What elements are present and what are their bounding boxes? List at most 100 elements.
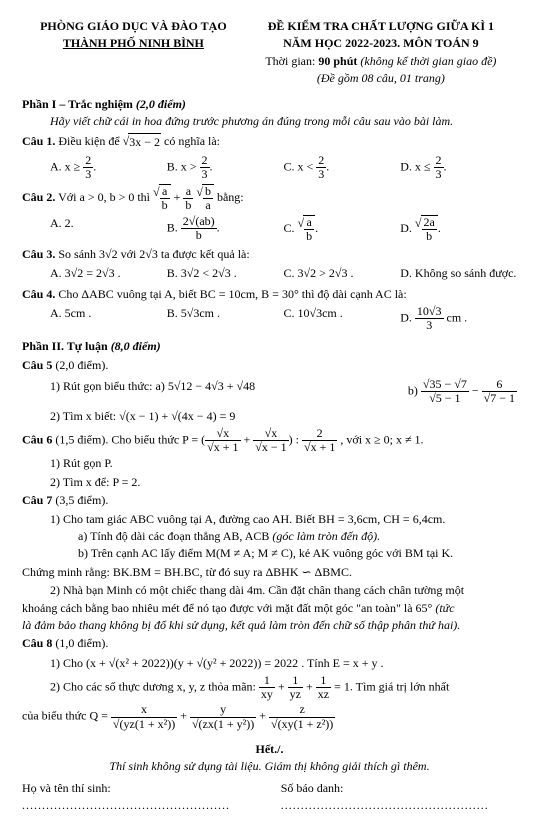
q4d-unit: cm . (447, 311, 468, 325)
id-dots: ........................................… (281, 798, 489, 812)
q1d-dot: . (444, 159, 447, 173)
q6-cond: , với x ≥ 0; x ≠ 1. (340, 432, 423, 446)
name-label: Họ và tên thí sinh: (22, 781, 111, 795)
q2-choice-a: A. 2. (50, 215, 167, 243)
q1d-frac: 23 (434, 154, 444, 181)
q6-f3-num: 2 (302, 427, 337, 441)
q2d-sqrt: 2ab (415, 215, 438, 243)
q8-t3: z√(xy(1 + z²)) (269, 703, 335, 730)
part1-pts: (2,0 điểm) (136, 97, 186, 111)
q6-l1: 1) Rút gọn P. (50, 455, 517, 472)
q1-sqrt: 3x − 2 (123, 133, 161, 151)
q8-l3-p1: + (180, 709, 187, 723)
q2c-label: C. (284, 220, 295, 234)
q2d-label: D. (400, 220, 412, 234)
q5-1b-frac2: 6√7 − 1 (482, 378, 517, 405)
q2-text-a: Với a > 0, b > 0 thì (58, 190, 150, 204)
pages-note: (Đề gồm 08 câu, 01 trang) (245, 70, 517, 87)
q8-l2-p2: + (306, 680, 313, 694)
q1-choices: A. x ≥ 23. B. x > 23. C. x < 23. D. x ≤ … (50, 154, 517, 181)
q2-lhs-b: ab (183, 185, 193, 212)
q2-lhs-num-b1: a (183, 185, 193, 199)
student-id: Số báo danh: ...........................… (281, 780, 517, 815)
q2-lhs-c: ba (196, 184, 214, 212)
q7-la-text: a) Tính độ dài các đoạn thẳng AB, ACB (78, 529, 269, 543)
q2-num: Câu 2. (22, 190, 55, 204)
q2d-num: 2a (422, 216, 437, 230)
q8-l2-p1: + (278, 680, 285, 694)
header: PHÒNG GIÁO DỤC VÀ ĐÀO TẠO THÀNH PHỐ NINH… (22, 18, 517, 88)
q2b-num: 2√(ab) (181, 215, 217, 229)
student-name: Họ và tên thí sinh: ....................… (22, 780, 281, 815)
q5-1b: b) √35 − √7√5 − 1 − 6√7 − 1 (408, 378, 517, 405)
q1-choice-b: B. x > 23. (167, 154, 284, 181)
exam-title: ĐỀ KIỂM TRA CHẤT LƯỢNG GIỮA KÌ 1 (245, 18, 517, 35)
q4-choice-d: D. 10√33 cm . (400, 305, 517, 332)
q7-la-note: (góc làm tròn đến độ). (272, 529, 380, 543)
q7: Câu 7 (3,5 điểm). (22, 492, 517, 509)
q8-l1-a: 1) Cho (50, 656, 83, 670)
q1b-num: 2 (200, 154, 210, 168)
q2-lhs-den-b1: b (183, 199, 193, 212)
q1c-den: 3 (316, 168, 326, 181)
q8-l2-n2: 1 (288, 674, 303, 688)
q6-frac3: 2√x + 1 (302, 427, 337, 454)
q3-num: Câu 3. (22, 247, 55, 261)
part1-title: Phần I – Trắc nghiệm (2,0 điểm) (22, 96, 517, 113)
q2c-num: a (304, 216, 314, 230)
end: Hết./. (22, 741, 517, 758)
q4d-frac: 10√33 (415, 305, 444, 332)
q6-f2-den: √x − 1 (253, 441, 288, 454)
q8-l2-f2: 1yz (288, 674, 303, 701)
q1-text-b: có nghĩa là: (164, 134, 220, 148)
q1b-den: 3 (200, 168, 210, 181)
q8-l1-c: . Tính E = x + y . (301, 656, 383, 670)
q1-choice-c: C. x < 23. (284, 154, 401, 181)
q6-f1-num: √x (205, 427, 240, 441)
q5-1a-expr: 5√12 − 4√3 + √48 (168, 379, 255, 393)
q8-l3: của biểu thức Q = x√(yz(1 + x²)) + y√(zx… (22, 703, 517, 730)
q1a-num: 2 (83, 154, 93, 168)
q7-num: Câu 7 (22, 493, 52, 507)
q1d-label: D. x ≤ (400, 159, 430, 173)
q1a-label: A. x ≥ (50, 159, 80, 173)
q2-text-b: bằng: (217, 190, 244, 204)
q8-t1: x√(yz(1 + x²)) (111, 703, 177, 730)
q1c-num: 2 (316, 154, 326, 168)
q8-t2-n: y (190, 703, 256, 717)
q6-colon: : (296, 432, 299, 446)
q5-2-label: 2) Tìm x biết: (50, 409, 116, 423)
q7-l2b-text: khoảng cách bằng bao nhiêu mét để nó tạo… (22, 601, 432, 615)
time-value: 90 phút (318, 54, 357, 68)
q8-l1-b: (x + √(x² + 2022))(y + √(y² + 2022)) = 2… (86, 656, 298, 670)
q1: Câu 1. Điều kiện để 3x − 2 có nghĩa là: (22, 133, 517, 151)
q7-proof: Chứng minh rằng: BK.BM = BH.BC, từ đó su… (22, 564, 517, 581)
q5-1b-den1: √5 − 1 (421, 392, 469, 405)
q1b-label: B. x > (167, 159, 197, 173)
q8-l3-p2: + (259, 709, 266, 723)
q1b-frac: 23 (200, 154, 210, 181)
q6-l2: 2) Tìm x để: P = 2. (50, 474, 517, 491)
q7-l2a: 2) Nhà bạn Minh có một chiếc thang dài 4… (50, 582, 517, 599)
q3-choices: A. 3√2 = 2√3 . B. 3√2 < 2√3 . C. 3√2 > 2… (50, 265, 517, 282)
q6-frac2: √x√x − 1 (253, 427, 288, 454)
q2-choice-c: C. ab. (284, 215, 401, 243)
q2c-frac: ab (304, 216, 314, 243)
q6-num: Câu 6 (22, 432, 52, 446)
q8-t3-d: √(xy(1 + z²)) (269, 718, 335, 731)
part2-title: Phần II. Tự luận (8,0 điểm) (22, 338, 517, 355)
q3-choice-a: A. 3√2 = 2√3 . (50, 265, 167, 282)
q4-text: Cho ΔABC vuông tại A, biết BC = 10cm, B … (58, 287, 406, 301)
q2c-dot: . (315, 220, 318, 234)
q1a-dot: . (93, 159, 96, 173)
q7-l2b: khoảng cách bằng bao nhiêu mét để nó tạo… (22, 600, 517, 617)
time-label: Thời gian: (265, 54, 315, 68)
q1-choice-a: A. x ≥ 23. (50, 154, 167, 181)
q2-lhs-a: ab (153, 184, 171, 212)
q5-line2: 2) Tìm x biết: √(x − 1) + √(4x − 4) = 9 (50, 408, 517, 425)
q2b-den: b (181, 229, 217, 242)
part1-title-text: Phần I – Trắc nghiệm (22, 97, 133, 111)
q2b-dot: . (217, 220, 220, 234)
q5-1b-num1: √35 − √7 (421, 378, 469, 392)
q5-2-expr: √(x − 1) + √(4x − 4) = 9 (119, 409, 235, 423)
